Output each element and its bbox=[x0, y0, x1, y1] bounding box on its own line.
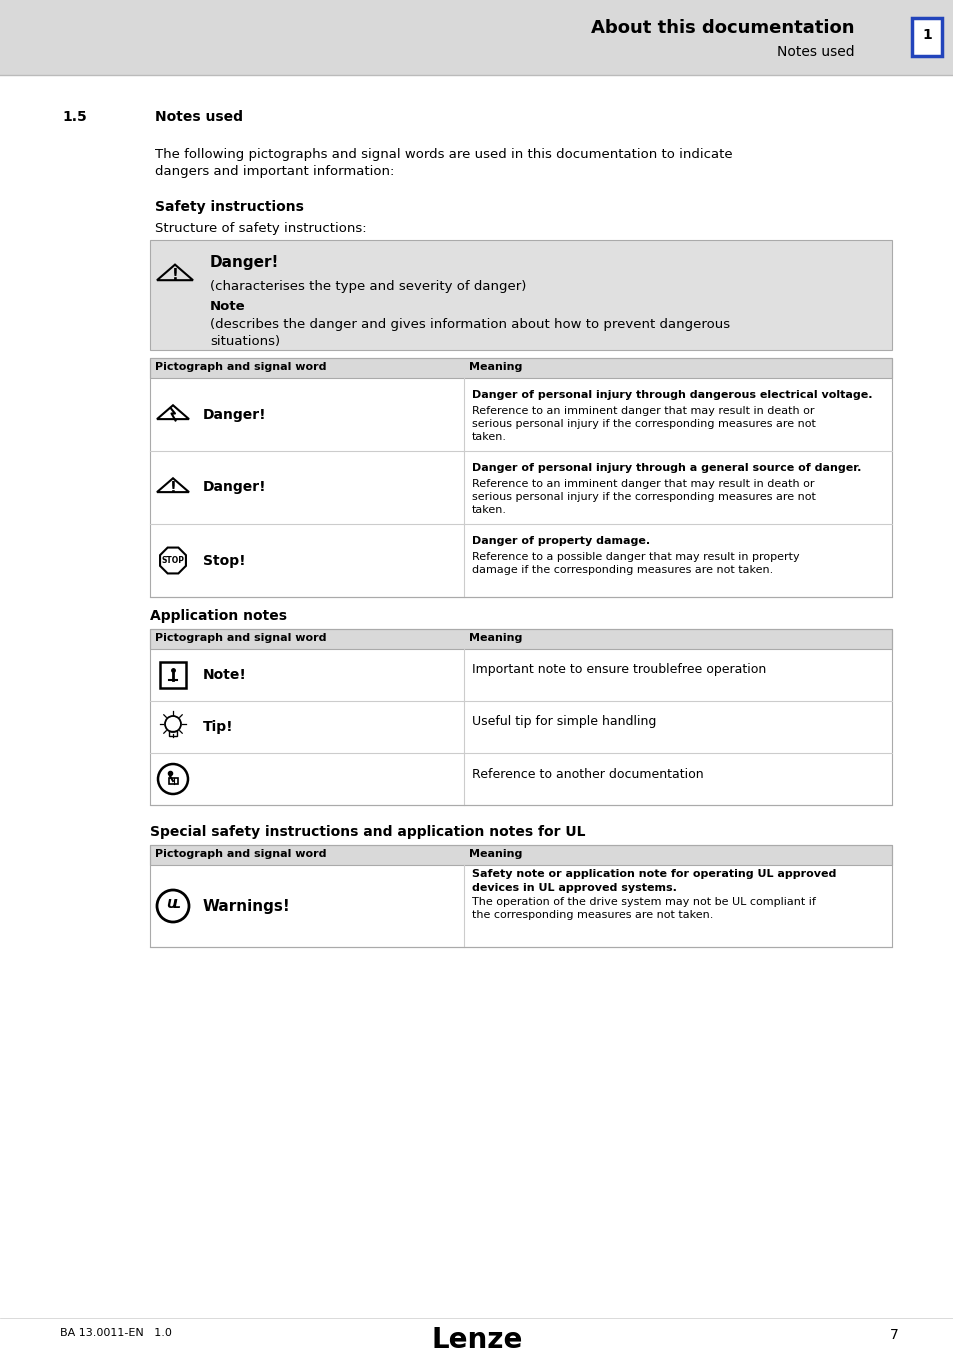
Text: Danger of property damage.: Danger of property damage. bbox=[472, 536, 649, 545]
Text: L: L bbox=[172, 899, 181, 911]
Text: Danger of personal injury through a general source of danger.: Danger of personal injury through a gene… bbox=[472, 463, 861, 472]
Text: Lenze: Lenze bbox=[431, 1326, 522, 1350]
Text: Note!: Note! bbox=[203, 668, 247, 682]
Text: dangers and important information:: dangers and important information: bbox=[154, 165, 394, 178]
Text: situations): situations) bbox=[210, 335, 280, 348]
Text: About this documentation: About this documentation bbox=[591, 19, 854, 36]
Text: Pictograph and signal word: Pictograph and signal word bbox=[154, 633, 326, 643]
Text: !: ! bbox=[170, 481, 176, 495]
Text: STOP: STOP bbox=[161, 556, 184, 566]
Text: damage if the corresponding measures are not taken.: damage if the corresponding measures are… bbox=[472, 566, 773, 575]
Text: Special safety instructions and application notes for UL: Special safety instructions and applicat… bbox=[150, 825, 585, 838]
Text: Notes used: Notes used bbox=[154, 109, 243, 124]
Text: Pictograph and signal word: Pictograph and signal word bbox=[154, 362, 326, 373]
Text: Application notes: Application notes bbox=[150, 609, 287, 622]
Text: the corresponding measures are not taken.: the corresponding measures are not taken… bbox=[472, 910, 713, 919]
Text: Tip!: Tip! bbox=[203, 720, 233, 734]
Text: Reference to an imminent danger that may result in death or: Reference to an imminent danger that may… bbox=[472, 479, 814, 489]
Text: Meaning: Meaning bbox=[469, 849, 522, 859]
Text: Safety note or application note for operating UL approved: Safety note or application note for oper… bbox=[472, 869, 836, 879]
Text: The operation of the drive system may not be UL compliant if: The operation of the drive system may no… bbox=[472, 896, 815, 907]
Text: U: U bbox=[166, 899, 176, 911]
Text: Note: Note bbox=[210, 300, 245, 313]
Text: 7: 7 bbox=[889, 1328, 898, 1342]
Text: devices in UL approved systems.: devices in UL approved systems. bbox=[472, 883, 677, 892]
FancyBboxPatch shape bbox=[150, 358, 891, 378]
Text: Stop!: Stop! bbox=[203, 554, 245, 567]
Text: Danger of personal injury through dangerous electrical voltage.: Danger of personal injury through danger… bbox=[472, 390, 872, 400]
Text: Danger!: Danger! bbox=[203, 481, 266, 494]
Text: Important note to ensure troublefree operation: Important note to ensure troublefree ope… bbox=[472, 663, 765, 676]
Text: Danger!: Danger! bbox=[210, 255, 279, 270]
Text: Safety instructions: Safety instructions bbox=[154, 200, 304, 215]
Text: Reference to an imminent danger that may result in death or: Reference to an imminent danger that may… bbox=[472, 406, 814, 416]
Text: Reference to another documentation: Reference to another documentation bbox=[472, 768, 703, 780]
FancyBboxPatch shape bbox=[150, 845, 891, 865]
Text: Warnings!: Warnings! bbox=[203, 899, 291, 914]
Text: BA 13.0011-EN   1.0: BA 13.0011-EN 1.0 bbox=[60, 1328, 172, 1338]
Text: (characterises the type and severity of danger): (characterises the type and severity of … bbox=[210, 279, 526, 293]
Text: Pictograph and signal word: Pictograph and signal word bbox=[154, 849, 326, 859]
Text: taken.: taken. bbox=[472, 432, 506, 441]
Text: !: ! bbox=[172, 269, 178, 284]
Text: taken.: taken. bbox=[472, 505, 506, 514]
Text: Useful tip for simple handling: Useful tip for simple handling bbox=[472, 716, 656, 729]
Text: Meaning: Meaning bbox=[469, 362, 522, 373]
Text: serious personal injury if the corresponding measures are not: serious personal injury if the correspon… bbox=[472, 491, 815, 502]
Text: 1: 1 bbox=[922, 28, 931, 42]
FancyBboxPatch shape bbox=[150, 629, 891, 649]
Text: Danger!: Danger! bbox=[203, 408, 266, 421]
Text: serious personal injury if the corresponding measures are not: serious personal injury if the correspon… bbox=[472, 418, 815, 429]
Text: Structure of safety instructions:: Structure of safety instructions: bbox=[154, 221, 366, 235]
FancyBboxPatch shape bbox=[911, 18, 941, 55]
Text: Meaning: Meaning bbox=[469, 633, 522, 643]
FancyBboxPatch shape bbox=[150, 240, 891, 350]
Text: 1.5: 1.5 bbox=[62, 109, 87, 124]
FancyBboxPatch shape bbox=[0, 0, 953, 76]
Text: The following pictographs and signal words are used in this documentation to ind: The following pictographs and signal wor… bbox=[154, 148, 732, 161]
Text: (describes the danger and gives information about how to prevent dangerous: (describes the danger and gives informat… bbox=[210, 319, 729, 331]
Text: Reference to a possible danger that may result in property: Reference to a possible danger that may … bbox=[472, 552, 799, 562]
Text: Notes used: Notes used bbox=[777, 45, 854, 59]
